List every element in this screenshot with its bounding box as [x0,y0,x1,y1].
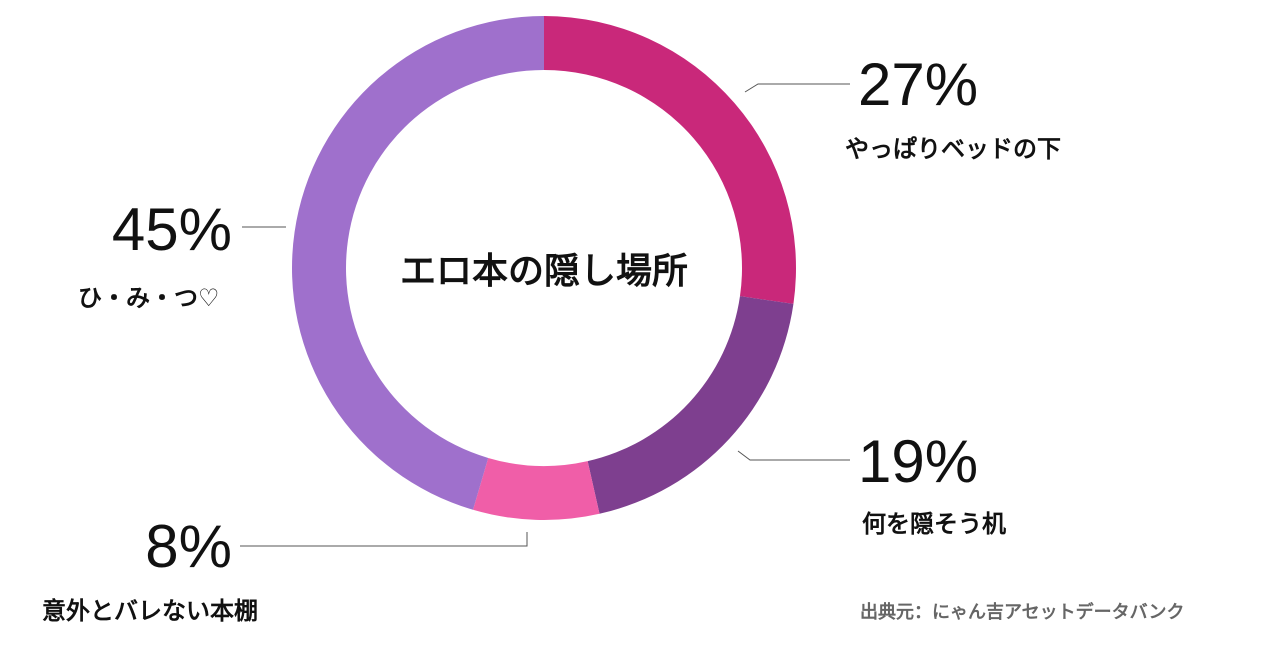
slice-value-label-desk: 19% [858,428,978,495]
slice-label-secret: ひ・み・つ♡ [78,284,220,312]
slice-value-label-secret: 45% [112,196,232,263]
chart-title: エロ本の隠し場所 [400,251,688,292]
donut-slice-bed [544,16,797,304]
donut-slices [291,16,797,520]
donut-slice-desk [587,296,794,514]
slice-label-bed: やっぱりベッドの下 [845,135,1061,163]
slice-value-label-bookshelf: 8% [145,513,232,580]
leader-line-bed [744,83,850,93]
donut-slice-secret [291,16,544,510]
slice-label-bookshelf: 意外とバレない本棚 [42,597,258,625]
slice-label-desk: 何を隠そう机 [862,510,1006,538]
donut-slice-bookshelf [473,457,600,520]
leader-line-bookshelf [240,532,528,547]
leader-line-desk [737,450,850,461]
slice-value-label-bed: 27% [858,51,978,118]
source-caption: 出典元：にゃん吉アセットデータバンク [860,602,1185,623]
